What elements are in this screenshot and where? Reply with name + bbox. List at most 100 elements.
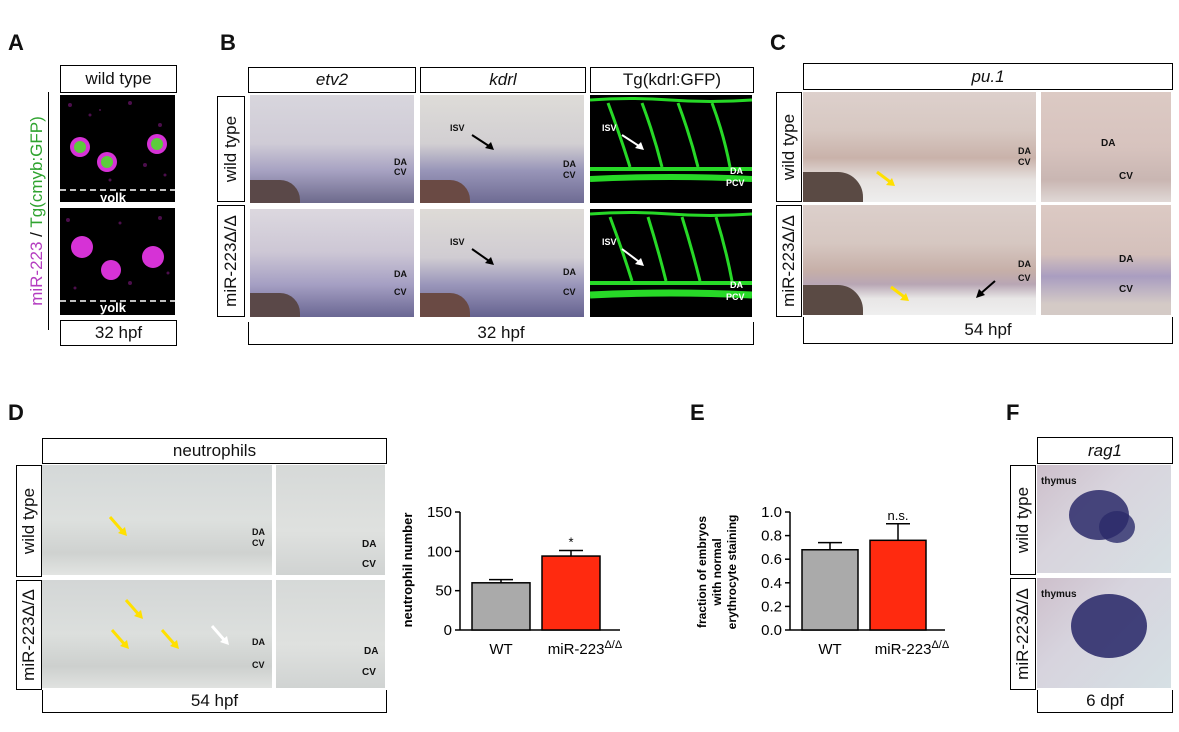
panel-a-side-bracket	[48, 92, 59, 330]
arrow-icon	[621, 134, 644, 150]
label-cv: CV	[252, 538, 265, 548]
label-cv: CV	[394, 287, 407, 297]
panel-b-kdrl-wildtype: ISV DA CV	[420, 95, 584, 203]
yolk-shape	[803, 285, 863, 315]
panel-c-row-label-mutant: miR-223Δ/Δ	[776, 205, 802, 317]
significance-label: *	[568, 535, 573, 550]
panel-d-image-wildtype: DA CV	[42, 465, 272, 575]
panel-b-gfp-mutant: ISV DA PCV	[590, 209, 752, 317]
label-da: DA	[1119, 254, 1134, 265]
y-tick-label: 150	[427, 504, 452, 521]
panel-f-header: rag1	[1037, 437, 1173, 464]
panel-letter-b: B	[220, 30, 236, 55]
panel-d-row-label-wildtype: wild type	[16, 465, 42, 577]
label-cv: CV	[563, 287, 576, 297]
arrow-icon	[890, 285, 909, 301]
bar	[801, 549, 859, 631]
label-da: DA	[394, 157, 407, 167]
label-da: DA	[364, 646, 379, 657]
panel-d-footer: 54 hpf	[42, 690, 387, 713]
label-cv: CV	[563, 170, 576, 180]
panel-letter-e: E	[690, 400, 705, 425]
arrow-icon	[876, 170, 895, 186]
label-da: DA	[1018, 146, 1031, 156]
label-cv: CV	[1018, 157, 1031, 167]
panel-a-header: wild type	[60, 65, 177, 93]
label-cv: CV	[394, 167, 407, 177]
panel-c-footer: 54 hpf	[803, 317, 1173, 344]
label-isv: ISV	[450, 123, 465, 133]
label-da: DA	[730, 280, 743, 290]
panel-d-zoom-mutant: DA CV	[276, 580, 385, 688]
y-tick-label: 0.0	[761, 622, 782, 639]
label-da: DA	[1101, 138, 1116, 149]
panel-letter-d: D	[8, 400, 24, 425]
label-da: DA	[563, 159, 576, 169]
arrow-icon	[471, 248, 494, 265]
x-tick-label: miR-223Δ/Δ	[548, 639, 623, 658]
label-cv: CV	[1018, 273, 1031, 283]
panel-f-row-label-mutant: miR-223Δ/Δ	[1010, 578, 1036, 690]
panel-d-zoom-wildtype: DA CV	[276, 465, 385, 575]
yolk-shape	[420, 180, 470, 203]
label-cv: CV	[252, 660, 265, 670]
arrow-icon	[471, 134, 494, 150]
significance-label: n.s.	[888, 508, 909, 523]
thymus-stain	[1069, 490, 1135, 543]
bar	[541, 555, 601, 631]
thymus-label: thymus	[1041, 589, 1077, 600]
arrow-icon	[621, 248, 644, 266]
yolk-label-wildtype: yolk	[100, 190, 127, 202]
panel-c-image-mutant: DA CV	[803, 205, 1036, 315]
label-isv: ISV	[602, 237, 617, 247]
thymus-label: thymus	[1041, 476, 1077, 487]
panel-c-image-wildtype: DA CV	[803, 92, 1036, 202]
label-da: DA	[394, 269, 407, 279]
panel-letter-c: C	[770, 30, 786, 55]
arrow-icon	[160, 629, 179, 649]
panel-c-zoom-wildtype: DA CV	[1041, 92, 1171, 202]
panel-b-etv2-wildtype: DA CV	[250, 95, 414, 203]
label-cv: CV	[1119, 284, 1133, 295]
confocal-mutant	[60, 216, 175, 302]
y-tick-label: 50	[435, 583, 452, 600]
panel-f-footer: 6 dpf	[1037, 690, 1173, 713]
panel-a-image-wildtype: yolk	[60, 95, 175, 202]
panel-a-footer: 32 hpf	[60, 320, 177, 346]
y-axis-label: fraction of embryoswith normalerythrocyt…	[695, 515, 739, 630]
confocal-wildtype	[60, 101, 175, 191]
label-da: DA	[1018, 259, 1031, 269]
panel-b-header-etv2: etv2	[248, 67, 416, 93]
label-cv: CV	[362, 559, 376, 570]
y-tick-label: 0.8	[761, 528, 782, 545]
arrow-icon	[976, 280, 996, 298]
bar	[869, 539, 927, 631]
panel-c-row-label-wildtype: wild type	[776, 92, 802, 202]
y-tick-label: 0.2	[761, 598, 782, 615]
gfp-vessels	[590, 97, 752, 182]
panel-c-zoom-mutant: DA CV	[1041, 205, 1171, 315]
side-label-sep: /	[27, 227, 47, 242]
panel-f-image-mutant: thymus	[1037, 578, 1171, 688]
panel-b-etv2-mutant: DA CV	[250, 209, 414, 317]
panel-b-row-label-mutant: miR-223Δ/Δ	[217, 205, 245, 317]
label-da: DA	[563, 267, 576, 277]
yolk-shape	[420, 293, 470, 317]
panel-f-row-label-wildtype: wild type	[1010, 465, 1036, 575]
panel-d-header: neutrophils	[42, 438, 387, 464]
yolk-shape	[250, 293, 300, 317]
arrow-icon	[210, 625, 229, 645]
side-label-green: Tg(cmyb:GFP)	[27, 116, 47, 228]
y-tick-label: 100	[427, 543, 452, 560]
thymus-stain	[1071, 594, 1147, 658]
panel-b-gfp-wildtype: ISV DA PCV	[590, 95, 752, 203]
gfp-vessels	[590, 211, 752, 299]
panel-a-image-mutant: yolk	[60, 208, 175, 315]
panel-b-footer: 32 hpf	[248, 322, 754, 345]
y-tick-label: 0.6	[761, 551, 782, 568]
panel-d-row-label-mutant: miR-223Δ/Δ	[16, 580, 42, 690]
panel-a-side-label: miR-223 / Tg(cmyb:GFP)	[27, 92, 47, 330]
neutrophil-chart: neutrophil number 0 50 100 150 WT * miR-223Δ/Δ	[400, 504, 623, 658]
panel-b-kdrl-mutant: ISV DA CV	[420, 209, 584, 317]
yolk-shape	[250, 180, 300, 203]
